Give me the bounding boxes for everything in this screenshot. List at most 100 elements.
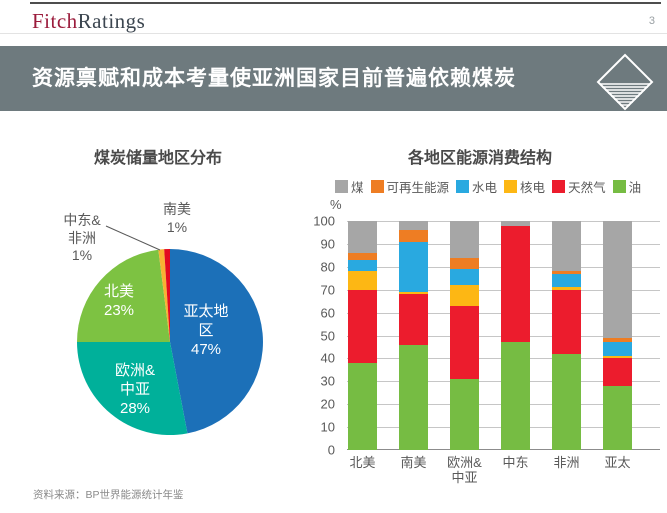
legend-item: 天然气 <box>552 177 606 196</box>
pie-slice-4 <box>158 249 170 342</box>
x-axis-labels: 北美 南美 欧洲& 中亚 中东 非洲 亚太 <box>347 455 660 490</box>
x-axis-label: 非洲 <box>553 455 580 470</box>
pie-chart-title: 煤炭储量地区分布 <box>93 150 222 167</box>
stacked-bar-5 <box>552 221 581 450</box>
bars-container <box>347 221 660 450</box>
bar-segment <box>552 287 581 290</box>
legend-label: 天然气 <box>568 181 606 195</box>
bar-segment <box>552 289 581 354</box>
legend-swatch <box>552 180 566 193</box>
pie-slice-2 <box>77 342 188 435</box>
bar-segment <box>501 221 530 226</box>
pie-label-south-america: 南美 1% <box>163 201 191 235</box>
bar-chart-legend: 煤 可再生能源 水电 核电 天然气 油 <box>335 177 663 196</box>
legend-label: 水电 <box>472 181 498 195</box>
slide-title-bar: 资源禀赋和成本考量使亚洲国家目前普遍依赖煤炭 <box>0 46 667 111</box>
header-divider <box>0 33 667 34</box>
legend-item: 油 <box>612 177 641 196</box>
legend-label: 煤 <box>351 181 364 195</box>
legend-item: 水电 <box>456 177 497 196</box>
bar-segment <box>603 337 632 343</box>
y-tick-label: 0 <box>327 442 335 458</box>
bar-segment <box>399 294 428 345</box>
bar-chart-plot-area <box>347 221 660 450</box>
y-tick-label: 20 <box>320 396 335 412</box>
x-axis-label: 中东 <box>502 455 529 470</box>
legend-item: 可再生能源 <box>370 177 449 196</box>
slide-title: 资源禀赋和成本考量使亚洲国家目前普遍依赖煤炭 <box>32 67 516 90</box>
bar-segment <box>399 241 428 293</box>
fitch-ratings-logo: FitchRatings <box>32 9 145 34</box>
pie-label-middle-east-africa: 中东& 非洲 1% <box>63 212 101 263</box>
bar-segment <box>603 385 632 450</box>
bar-segment <box>348 271 377 290</box>
y-tick-label: 90 <box>320 236 335 252</box>
bar-segment <box>552 273 581 288</box>
bar-segment <box>603 221 632 338</box>
legend-label: 核电 <box>520 181 546 195</box>
y-tick-label: 70 <box>320 282 335 298</box>
bar-segment <box>450 379 479 450</box>
bar-segment <box>399 344 428 450</box>
source-note: 资料来源：BP世界能源统计年鉴 <box>33 489 184 501</box>
legend-item: 核电 <box>504 177 545 196</box>
bar-segment <box>399 292 428 295</box>
pie-label-asia-pacific: 亚太地 区 47% <box>183 303 229 358</box>
top-rule <box>30 2 661 4</box>
pie-slice-5 <box>164 248 170 342</box>
pie-leader-line <box>105 225 161 251</box>
legend-item: 煤 <box>335 177 364 196</box>
bar-chart-title: 各地区能源消费结构 <box>407 150 552 167</box>
bar-segment <box>348 259 377 272</box>
x-axis-label: 北美 <box>349 455 376 470</box>
x-axis-label: 南美 <box>400 455 427 470</box>
y-tick-label: 50 <box>320 328 335 343</box>
stacked-bar-6 <box>603 221 632 450</box>
y-axis-ticks: 0 10 20 30 40 50 60 70 80 90 100 <box>295 214 340 458</box>
bar-segment <box>552 353 581 450</box>
bar-segment <box>450 285 479 306</box>
legend-swatch <box>335 180 348 193</box>
y-tick-label: 40 <box>320 350 335 366</box>
stacked-bar-2 <box>399 221 428 450</box>
bar-segment <box>552 221 581 272</box>
bar-segment <box>552 271 581 274</box>
pie-slice-1 <box>170 249 263 434</box>
bar-segment <box>603 358 632 386</box>
y-tick-label: 10 <box>320 419 335 435</box>
bar-segment <box>501 342 530 450</box>
stacked-bar-4 <box>501 221 530 450</box>
legend-swatch <box>370 180 384 193</box>
y-axis-unit-label: % <box>330 197 342 212</box>
bar-segment <box>450 305 479 380</box>
bar-segment <box>450 257 479 270</box>
bar-segment <box>399 221 428 231</box>
pie-label-europe-central-asia: 欧洲& 中亚 28% <box>114 362 155 417</box>
y-tick-label: 100 <box>313 213 335 229</box>
bar-segment <box>348 253 377 260</box>
bar-segment <box>501 225 530 343</box>
bar-segment <box>450 221 479 258</box>
logo-ratings-text: Ratings <box>77 9 146 33</box>
logo-fitch-text: Fitch <box>32 9 78 33</box>
pie-label-north-america: 北美 23% <box>103 283 135 319</box>
bar-segment <box>348 289 377 363</box>
legend-swatch <box>456 180 470 193</box>
bar-segment <box>348 221 377 254</box>
y-tick-label: 60 <box>320 305 335 321</box>
bar-segment <box>450 269 479 286</box>
bar-segment <box>348 362 377 450</box>
x-axis-label: 欧洲& 中亚 <box>447 455 482 485</box>
stacked-bar-1 <box>348 221 377 450</box>
bar-segment <box>603 356 632 359</box>
coal-reserves-pie-chart <box>77 225 263 435</box>
y-tick-label: 30 <box>320 373 335 389</box>
bar-segment <box>603 342 632 357</box>
pie-slice-3 <box>77 249 170 342</box>
bar-segment <box>399 230 428 242</box>
page-number: 3 <box>648 15 655 27</box>
x-axis-label: 亚太 <box>604 455 631 470</box>
y-tick-label: 80 <box>320 259 335 275</box>
diamond-icon <box>596 53 654 111</box>
